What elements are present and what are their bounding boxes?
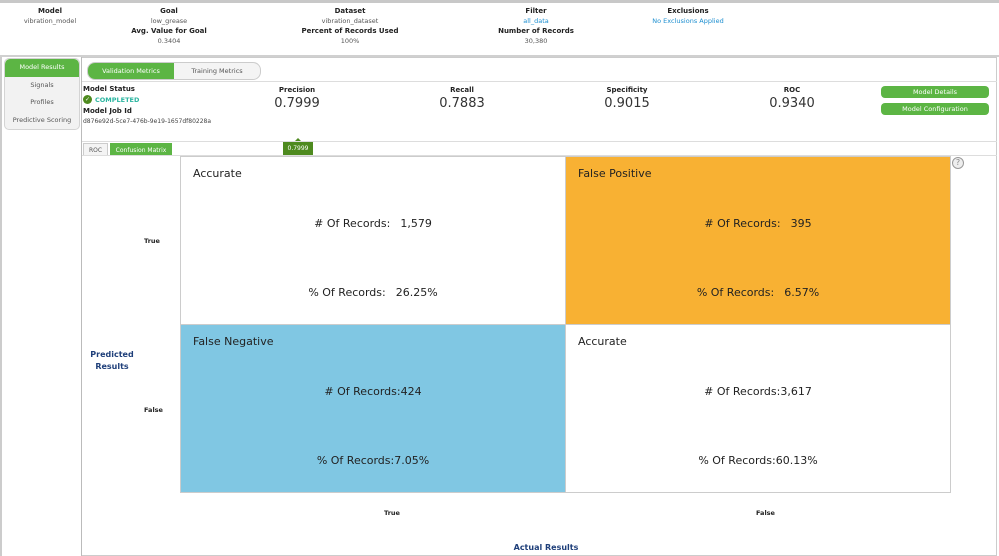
pct-value: 60.13% <box>775 454 818 467</box>
tab-training-metrics[interactable]: Training Metrics <box>191 67 243 75</box>
cell-title: Accurate <box>193 167 242 180</box>
records-label: # Of Records: <box>314 217 391 230</box>
roc-value: 0.9340 <box>769 96 815 111</box>
specificity-value: 0.9015 <box>604 96 650 111</box>
panel-divider <box>81 57 82 556</box>
cell-false-negative: False Negative # Of Records:424 % Of Rec… <box>180 324 566 493</box>
sidebar-item-profiles[interactable]: Profiles <box>30 98 54 106</box>
records-value: 424 <box>400 385 422 398</box>
pct-label: % Of Records: <box>308 286 386 299</box>
cell-true-negative: Accurate # Of Records:3,617 % Of Records… <box>565 324 951 493</box>
metric-precision: Precision 0.7999 <box>237 86 357 111</box>
records-value: 1,579 <box>400 217 432 230</box>
precision-tooltip: 0.7999 <box>283 138 313 155</box>
avg-goal-label: Avg. Value for Goal <box>131 27 207 35</box>
exclusions-link[interactable]: No Exclusions Applied <box>652 17 724 25</box>
predicted-results-title: Predicted Results <box>90 350 134 371</box>
records-value: 395 <box>790 217 812 230</box>
left-edge <box>0 57 2 556</box>
cell-pct: % Of Records: 6.57% <box>566 286 950 299</box>
pct-label: % Of Records: <box>696 286 775 299</box>
header-model: Model vibration_model <box>0 6 140 26</box>
sidebar-item-model-results[interactable]: Model Results <box>5 59 79 77</box>
divider <box>82 141 997 142</box>
records-label: # Of Records: <box>324 385 401 398</box>
dataset-value: vibration_dataset <box>321 17 379 25</box>
pct-value: 7.05% <box>394 454 430 467</box>
roc-label: ROC <box>783 86 801 94</box>
percent-used-value: 100% <box>340 37 360 45</box>
metric-specificity: Specificity 0.9015 <box>567 86 687 111</box>
model-job-id-label: Model Job Id <box>83 107 132 115</box>
cell-false-positive: False Positive # Of Records: 395 % Of Rec… <box>565 156 951 325</box>
records-label: # Of Records: <box>704 385 781 398</box>
records-label: # Of Records: <box>704 217 781 230</box>
metric-roc: ROC 0.9340 <box>732 86 852 111</box>
cell-pct: % Of Records: 26.25% <box>181 286 565 299</box>
precision-value: 0.7999 <box>274 96 320 111</box>
cell-title: False Negative <box>193 335 274 348</box>
model-job-id-value: d876e92d-5ce7-476b-9e19-1657df80228a <box>83 118 212 125</box>
help-icon[interactable]: ? <box>952 157 964 169</box>
col-label-true: True <box>384 509 400 517</box>
cell-records: # Of Records: 1,579 <box>181 217 565 230</box>
goal-label: Goal <box>160 7 178 15</box>
goal-value: low_grease <box>150 17 188 25</box>
tab-validation-metrics[interactable]: Validation Metrics <box>88 63 174 79</box>
header-divider <box>0 55 999 57</box>
metric-recall: Recall 0.7883 <box>402 86 522 111</box>
subtab-confusion-matrix[interactable]: Confusion Matrix <box>110 143 172 156</box>
header-filter: Filter all_data Number of Records 30,380 <box>446 6 626 46</box>
cell-records: # Of Records: 395 <box>566 217 950 230</box>
pct-label: % Of Records: <box>698 454 776 467</box>
header-exclusions: Exclusions No Exclusions Applied <box>598 6 778 26</box>
exclusions-label: Exclusions <box>667 7 709 15</box>
sidebar-item-predictive-scoring[interactable]: Predictive Scoring <box>12 115 72 124</box>
specificity-label: Specificity <box>606 86 648 94</box>
model-status-label: Model Status <box>83 85 135 93</box>
recall-value: 0.7883 <box>439 96 485 111</box>
cell-pct: % Of Records:60.13% <box>566 454 950 467</box>
sidebar-item-signals[interactable]: Signals <box>30 80 54 89</box>
model-value: vibration_model <box>23 17 77 25</box>
num-records-label: Number of Records <box>498 27 574 35</box>
cell-records: # Of Records:3,617 <box>566 385 950 398</box>
pct-label: % Of Records: <box>316 454 395 467</box>
pct-value: 6.57% <box>784 286 820 299</box>
metrics-tabs: Validation Metrics Training Metrics <box>87 62 261 80</box>
model-status: Model Status ✓ COMPLETED Model Job Id d8… <box>83 85 211 125</box>
row-label-true: True <box>144 237 160 245</box>
divider <box>82 81 997 82</box>
dataset-label: Dataset <box>334 7 366 15</box>
model-configuration-button[interactable]: Model Configuration <box>881 103 989 115</box>
precision-label: Precision <box>278 86 316 94</box>
filter-label: Filter <box>525 7 547 15</box>
top-border <box>0 0 999 3</box>
sidebar: Model Results Signals Profiles Predictiv… <box>4 58 80 130</box>
num-records-value: 30,380 <box>524 37 548 45</box>
avg-goal-value: 0.3404 <box>157 37 181 45</box>
model-label: Model <box>38 7 62 15</box>
header-goal: Goal low_grease Avg. Value for Goal 0.34… <box>79 6 259 46</box>
records-value: 3,617 <box>780 385 812 398</box>
cell-pct: % Of Records:7.05% <box>181 454 565 467</box>
model-status-value: COMPLETED <box>95 95 140 104</box>
col-label-false: False <box>756 509 775 517</box>
cell-title: False Positive <box>578 167 652 180</box>
cell-title: Accurate <box>578 335 627 348</box>
actual-results-title: Actual Results <box>513 543 579 552</box>
model-details-button[interactable]: Model Details <box>881 86 989 98</box>
row-label-false: False <box>144 406 163 414</box>
filter-link[interactable]: all_data <box>523 17 549 25</box>
subtab-roc[interactable]: ROC <box>83 143 108 156</box>
recall-label: Recall <box>450 86 474 94</box>
header-dataset: Dataset vibration_dataset Percent of Rec… <box>260 6 440 46</box>
check-circle-icon: ✓ <box>83 95 92 104</box>
cell-true-positive: Accurate # Of Records: 1,579 % Of Records… <box>180 156 566 325</box>
divider <box>82 155 997 156</box>
cell-records: # Of Records:424 <box>181 385 565 398</box>
percent-used-label: Percent of Records Used <box>301 27 399 35</box>
pct-value: 26.25% <box>395 286 438 299</box>
